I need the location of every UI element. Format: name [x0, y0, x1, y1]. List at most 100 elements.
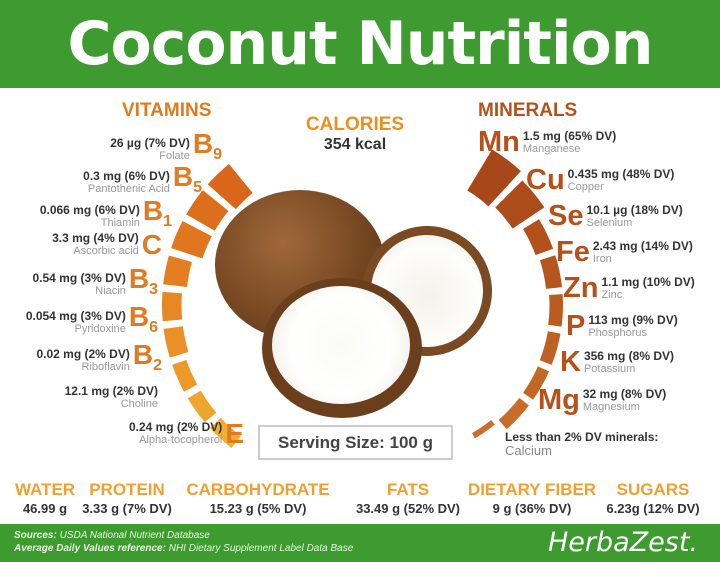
- vitamin-amount: 3.3 mg (4% DV): [52, 231, 139, 245]
- vitamin-amount: 0.066 mg (6% DV): [39, 202, 140, 217]
- vitamin-symbol: B6: [129, 303, 158, 342]
- mineral-text: 10.1 µg (18% DV) Selenium: [586, 203, 682, 230]
- minor-minerals-label: Less than 2% DV minerals:: [505, 430, 659, 444]
- vitamin-dv-bar: [162, 291, 183, 322]
- mineral-symbol: P: [566, 310, 586, 342]
- vitamin-name: Pyridoxine: [74, 322, 126, 335]
- macro-item: WATER 46.99 g: [0, 480, 125, 518]
- vitamin-subscript: 9: [213, 146, 222, 163]
- vitamin-letter: B: [128, 301, 150, 332]
- mineral-name: Selenium: [586, 216, 633, 229]
- vitamin-subscript: 6: [149, 319, 158, 336]
- herbazest-logo: HerbaZest.: [547, 527, 698, 558]
- sources: Sources: USDA National Nutrient Database…: [14, 529, 353, 555]
- macro-value: 3.33 g (7% DV): [82, 501, 172, 516]
- vitamin-text: 26 µg (7% DV) Folate: [110, 136, 190, 163]
- vitamin-dv-bar: [209, 417, 241, 449]
- vitamin-dv-bar: [172, 359, 198, 392]
- macro-value: 15.23 g (5% DV): [209, 501, 307, 516]
- vitamin-symbol: B2: [133, 341, 162, 380]
- mineral-row: K 356 mg (8% DV) Potassium: [560, 348, 674, 377]
- vitamin-row: 0.3 mg (6% DV) Pantothenic Acid B5: [83, 163, 202, 202]
- vitamin-letter: B: [132, 339, 154, 370]
- mineral-symbol: Se: [548, 200, 584, 232]
- mineral-text: 0.435 mg (48% DV) Copper: [567, 166, 675, 194]
- macro-value: 33.49 g (52% DV): [355, 501, 461, 516]
- mineral-row: Fe 2.43 mg (14% DV) Iron: [556, 238, 693, 267]
- vitamin-name: Ascorbic acid: [73, 245, 139, 257]
- vitamin-dv-bar: [163, 255, 192, 288]
- mineral-symbol: K: [560, 346, 581, 378]
- mineral-name: Copper: [567, 180, 604, 193]
- vitamin-row: 3.3 mg (4% DV) Ascorbic acid C: [52, 231, 162, 259]
- vitamin-row: 26 µg (7% DV) Folate B9: [110, 130, 222, 169]
- mineral-dv-bar: [548, 294, 563, 327]
- vitamin-text: 0.3 mg (6% DV) Pantothenic Acid: [83, 168, 170, 196]
- vitamin-amount: 0.3 mg (6% DV): [83, 168, 170, 183]
- vitamin-subscript: 5: [193, 179, 202, 196]
- vitamin-text: 0.02 mg (2% DV) Riboflavin: [36, 347, 130, 374]
- macro-value: 6.23g (12% DV): [606, 501, 700, 516]
- macro-label: DIETARY FIBER: [467, 480, 597, 499]
- vitamin-subscript: 2: [153, 357, 162, 374]
- vitamin-row: 12.1 mg (2% DV) Choline: [65, 385, 158, 411]
- mineral-name: Phosphorus: [588, 326, 648, 339]
- vitamin-dv-bar: [207, 163, 253, 210]
- mineral-symbol: Mg: [538, 384, 580, 416]
- mineral-amount: 32 mg (8% DV): [582, 386, 667, 401]
- dv-reference-label: Average Daily Values reference:: [14, 543, 166, 554]
- macro-label: SUGARS: [616, 480, 690, 499]
- macro-label: CARBOHYDRATE: [186, 480, 330, 499]
- calories-label: CALORIES: [305, 114, 405, 135]
- calories: CALORIES 354 kcal: [290, 114, 420, 154]
- minor-minerals-value: Calcium: [505, 443, 552, 458]
- macro-value: 9 g (36% DV): [492, 501, 572, 516]
- header-banner: Coconut Nutrition: [0, 0, 720, 88]
- mineral-name: Magnesium: [582, 400, 640, 413]
- macro-item: CARBOHYDRATE 15.23 g (5% DV): [178, 480, 338, 518]
- mineral-dv-bar: [523, 219, 554, 256]
- mineral-name: Zinc: [601, 288, 623, 301]
- vitamin-amount: 0.24 mg (2% DV): [128, 420, 223, 434]
- vitamin-text: 0.054 mg (3% DV) Pyridoxine: [26, 309, 126, 336]
- mineral-name: Iron: [592, 252, 612, 265]
- vitamin-letter: B: [128, 263, 150, 294]
- vitamin-symbol: C: [142, 231, 162, 259]
- mineral-text: 2.43 mg (14% DV) Iron: [592, 239, 693, 266]
- mineral-amount: 0.435 mg (48% DV): [567, 166, 675, 181]
- vitamin-name: Folate: [159, 149, 190, 162]
- vitamin-letter: B: [172, 161, 194, 192]
- calories-value: 354 kcal: [323, 136, 387, 153]
- vitamin-name: Alpha-tocopherol: [139, 434, 223, 446]
- macro-value: 46.99 g: [22, 501, 68, 516]
- vitamin-dv-bar: [186, 190, 229, 231]
- vitamin-row: 0.066 mg (6% DV) Thiamin B1: [40, 197, 172, 236]
- mineral-row: Mg 32 mg (8% DV) Magnesium: [538, 386, 666, 415]
- macro-label: PROTEIN: [89, 480, 165, 499]
- vitamin-text: 3.3 mg (4% DV) Ascorbic acid: [52, 232, 139, 258]
- minerals-title: MINERALS: [478, 100, 578, 121]
- vitamin-amount: 12.1 mg (2% DV): [64, 384, 158, 398]
- vitamin-letter: B: [142, 195, 164, 226]
- mineral-name: Manganese: [522, 142, 581, 155]
- mineral-text: 1.1 mg (10% DV) Zinc: [601, 274, 695, 302]
- vitamin-dv-bar: [187, 390, 217, 423]
- macro-item: FATS 33.49 g (52% DV): [328, 480, 488, 518]
- mineral-row: Cu 0.435 mg (48% DV) Copper: [526, 166, 674, 195]
- vitamin-dv-bar: [163, 326, 189, 358]
- page-title: Coconut Nutrition: [67, 9, 654, 79]
- minor-minerals-note: Less than 2% DV minerals: Calcium: [505, 430, 658, 458]
- vitamin-text: 0.066 mg (6% DV) Thiamin: [39, 202, 140, 230]
- vitamin-text: 0.54 mg (3% DV) Niacin: [32, 271, 125, 298]
- macronutrients-row: WATER 46.99 g PROTEIN 3.33 g (7% DV) CARBOHY…: [0, 480, 720, 522]
- vitamin-name: Riboflavin: [81, 360, 130, 373]
- mineral-minor-bar: [472, 420, 495, 439]
- vitamin-subscript: 3: [149, 281, 158, 298]
- macro-item: PROTEIN 3.33 g (7% DV): [47, 480, 207, 518]
- mineral-amount: 1.1 mg (10% DV): [601, 274, 695, 289]
- mineral-text: 1.5 mg (65% DV) Manganese: [522, 129, 616, 156]
- vitamin-row: 0.02 mg (2% DV) Riboflavin B2: [36, 341, 162, 380]
- mineral-name: Potassium: [583, 362, 636, 375]
- mineral-dv-bar: [523, 366, 550, 400]
